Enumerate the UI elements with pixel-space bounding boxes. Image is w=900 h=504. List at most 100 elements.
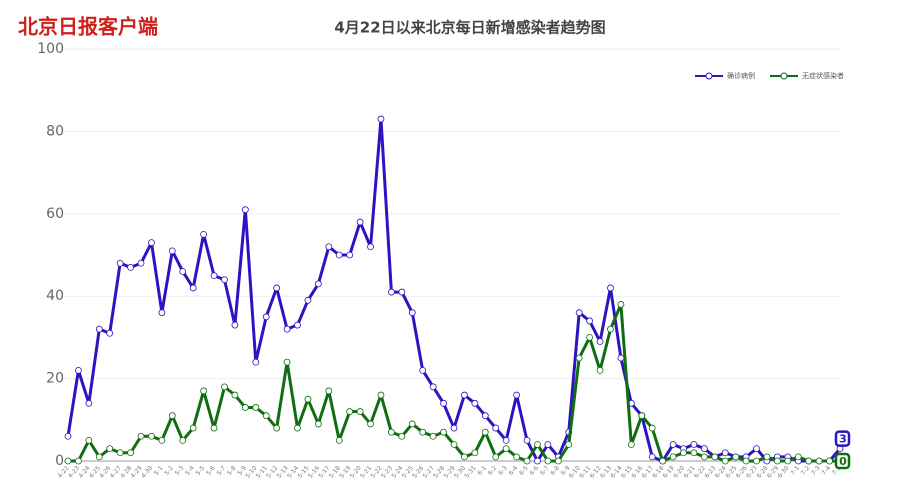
point <box>294 424 301 432</box>
x-tick-label: 6-6 <box>528 465 540 477</box>
point <box>189 284 197 292</box>
point <box>742 457 750 465</box>
point <box>669 441 677 448</box>
point <box>283 325 291 333</box>
point <box>273 424 281 432</box>
point <box>116 449 124 457</box>
point <box>388 288 395 296</box>
point <box>690 449 698 457</box>
point <box>700 453 708 461</box>
point <box>419 366 427 374</box>
point <box>586 317 594 325</box>
y-tick-label: 100 <box>37 41 64 57</box>
point <box>408 420 416 428</box>
point <box>700 445 708 453</box>
point <box>200 230 208 238</box>
point <box>763 453 771 461</box>
point <box>492 453 500 461</box>
point <box>648 424 656 432</box>
point <box>502 445 510 453</box>
point <box>304 296 312 304</box>
legend-marker <box>705 72 713 80</box>
point <box>168 412 176 420</box>
point <box>314 280 322 288</box>
point <box>294 321 301 329</box>
point <box>544 457 552 465</box>
y-tick-label: 80 <box>46 123 64 139</box>
x-tick-label: 5-9 <box>236 465 248 477</box>
y-tick-label: 20 <box>46 371 64 387</box>
point <box>638 412 646 420</box>
logo: 北京日报客户端 <box>18 15 158 39</box>
point <box>617 354 625 362</box>
point <box>75 366 82 374</box>
point <box>64 457 72 465</box>
x-tick-label: 5-6 <box>205 465 217 477</box>
point <box>534 457 541 465</box>
point <box>116 259 124 267</box>
point <box>241 404 249 411</box>
point <box>356 218 364 226</box>
point <box>492 424 500 432</box>
point <box>450 424 458 432</box>
point <box>148 239 155 247</box>
point <box>440 399 447 407</box>
x-tick-label: 6-5 <box>518 465 530 477</box>
point <box>179 268 187 275</box>
point <box>283 358 291 366</box>
point <box>221 276 228 284</box>
point <box>335 251 343 259</box>
legend-label: 无症状感染者 <box>802 71 844 80</box>
point <box>367 243 374 251</box>
point <box>106 445 114 453</box>
point <box>200 387 208 395</box>
point <box>753 445 760 453</box>
point <box>388 428 395 436</box>
point <box>95 453 103 461</box>
point <box>189 424 197 432</box>
legend-marker <box>780 72 788 80</box>
point <box>241 206 249 214</box>
x-tick-label: 5-8 <box>226 465 238 477</box>
point <box>607 325 614 333</box>
x-tick-label: 6-2 <box>487 465 499 477</box>
y-tick-label: 0 <box>55 453 64 469</box>
point <box>502 436 510 444</box>
point <box>64 432 72 440</box>
point <box>346 408 354 415</box>
point <box>461 453 468 461</box>
x-tick-label: 5-1 <box>153 465 165 477</box>
point <box>325 387 333 395</box>
point <box>210 424 218 432</box>
point <box>826 457 833 465</box>
point <box>95 325 103 333</box>
point <box>304 395 312 403</box>
end-label: 3 <box>839 433 847 446</box>
chart-title: 4月22日以来北京每日新增感染者趋势图 <box>334 19 605 37</box>
y-tick-label: 60 <box>46 206 64 222</box>
point <box>690 441 698 448</box>
end-label-box <box>834 452 851 470</box>
point <box>273 284 281 292</box>
point <box>596 338 604 345</box>
point <box>680 449 687 457</box>
point <box>534 441 541 448</box>
point <box>262 313 270 321</box>
end-label-box <box>834 430 851 447</box>
point <box>753 457 760 465</box>
point <box>231 321 239 329</box>
point <box>450 441 458 448</box>
point <box>85 399 93 407</box>
point <box>721 457 729 465</box>
point <box>523 436 531 444</box>
point <box>106 329 114 337</box>
x-tick-label: 7-4 <box>821 465 833 477</box>
point <box>85 436 93 444</box>
point <box>137 259 145 267</box>
x-tick-label: 7-3 <box>810 465 822 477</box>
point <box>648 453 656 461</box>
point <box>575 354 583 362</box>
point <box>617 301 625 308</box>
point <box>711 453 719 461</box>
